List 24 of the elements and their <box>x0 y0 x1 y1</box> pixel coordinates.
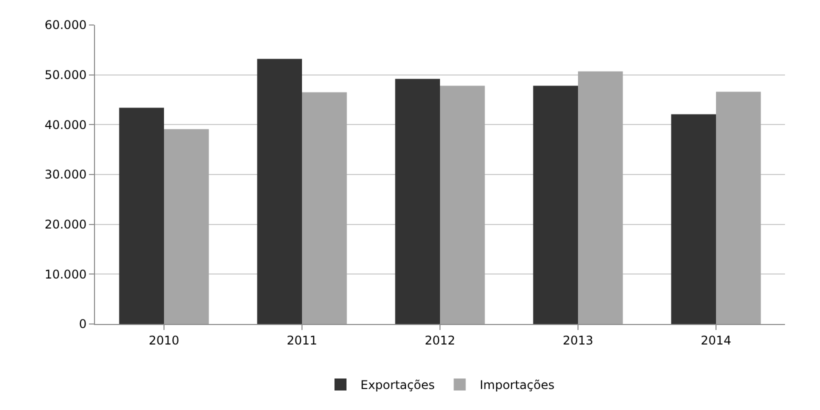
bar <box>578 71 623 324</box>
legend-label: Exportações <box>360 378 435 392</box>
y-tick-label: 40.000 <box>44 118 87 132</box>
x-tick-label: 2010 <box>148 333 180 348</box>
bar <box>440 86 485 324</box>
bar <box>671 114 716 324</box>
bar <box>302 92 347 324</box>
y-tick-label: 30.000 <box>44 168 87 182</box>
x-tick-label: 2012 <box>424 333 456 348</box>
bar <box>716 92 761 324</box>
bar <box>533 86 578 324</box>
legend-label: Importações <box>480 378 554 392</box>
x-tick-label: 2011 <box>286 333 318 348</box>
y-tick-label: 50.000 <box>44 68 87 82</box>
bar <box>164 129 209 324</box>
y-tick-label: 0 <box>78 317 87 332</box>
y-tick-label: 60.000 <box>44 18 87 32</box>
bar <box>257 58 302 324</box>
x-tick-label: 2013 <box>562 333 594 348</box>
x-tick-label: 2014 <box>700 333 732 348</box>
bar <box>395 78 440 324</box>
y-tick-label: 10.000 <box>44 267 87 282</box>
bar <box>119 108 164 324</box>
y-tick-label: 20.000 <box>44 218 87 232</box>
